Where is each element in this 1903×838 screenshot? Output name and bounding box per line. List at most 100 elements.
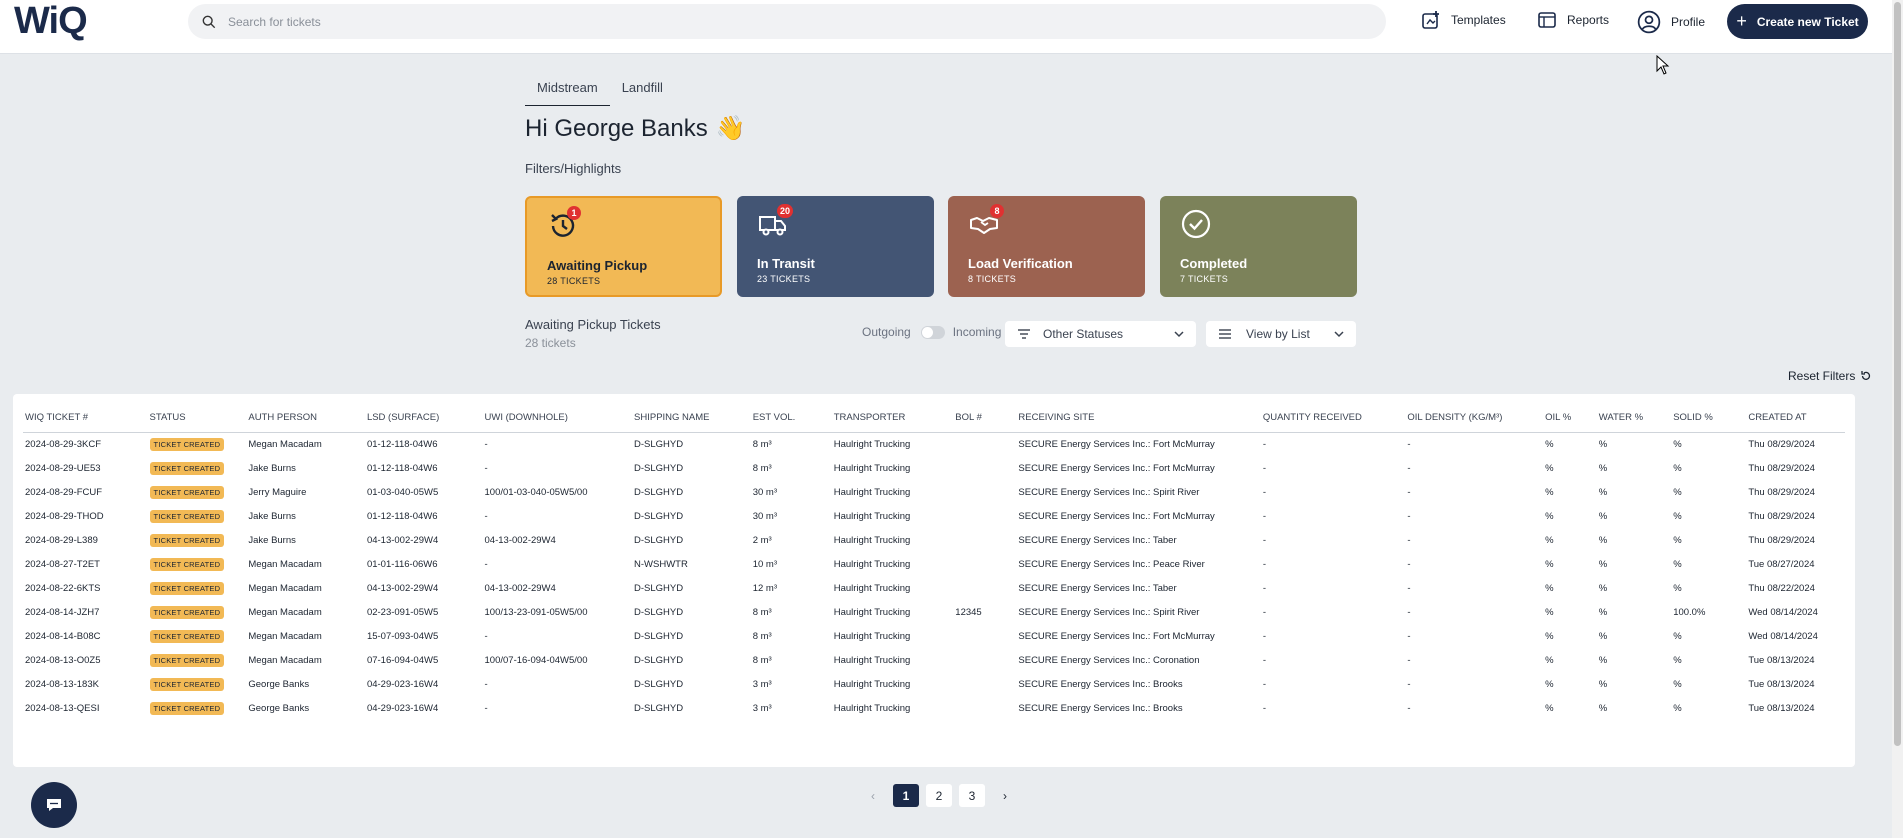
- table-cell: 15-07-093-04W5: [366, 630, 439, 642]
- status-dropdown[interactable]: Other Statuses: [1005, 321, 1196, 347]
- column-header[interactable]: SHIPPING NAME: [632, 404, 751, 433]
- column-header[interactable]: OIL %: [1543, 404, 1597, 433]
- card-completed[interactable]: Completed 7 TICKETS: [1160, 196, 1357, 297]
- table-cell: -: [1262, 486, 1266, 498]
- page-1-button[interactable]: 1: [893, 784, 919, 807]
- column-header[interactable]: QUANTITY RECEIVED: [1260, 404, 1406, 433]
- table-row[interactable]: 2024-08-14-B08C TICKET CREATED Megan Macad…: [23, 624, 1845, 648]
- table-cell: George Banks: [248, 678, 310, 690]
- direction-toggle[interactable]: [920, 325, 945, 339]
- templates-link[interactable]: Templates: [1421, 10, 1506, 30]
- page-scrollbar[interactable]: [1892, 0, 1903, 838]
- pagination: ‹ 1 2 3 ›: [860, 784, 1025, 807]
- table-cell: TICKET CREATED: [148, 552, 247, 576]
- column-header[interactable]: TRANSPORTER: [831, 404, 954, 433]
- column-header[interactable]: STATUS: [147, 404, 247, 433]
- table-cell: [953, 456, 1016, 480]
- reports-link[interactable]: Reports: [1537, 10, 1609, 30]
- table-cell: [953, 672, 1016, 696]
- table-cell: -: [484, 462, 488, 474]
- table-cell: Tue 08/13/2024: [1748, 678, 1815, 690]
- table-cell: Megan Macadam: [248, 630, 322, 642]
- next-page-button[interactable]: ›: [1003, 788, 1007, 803]
- tab-landfill[interactable]: Landfill: [621, 80, 663, 95]
- profile-label: Profile: [1671, 15, 1706, 29]
- column-header[interactable]: WATER %: [1596, 404, 1672, 433]
- table-cell: D-SLGHYD: [634, 582, 684, 594]
- table-cell: 07-16-094-04W5: [366, 654, 439, 666]
- table-cell: TICKET CREATED: [148, 504, 247, 528]
- page-3-button[interactable]: 3: [959, 784, 985, 807]
- table-cell: D-SLGHYD: [634, 702, 684, 714]
- table-row[interactable]: 2024-08-29-L389 TICKET CREATED Jake Burns 0…: [23, 528, 1845, 552]
- section-count: 28 tickets: [525, 336, 576, 350]
- table-row[interactable]: 2024-08-29-UE53 TICKET CREATED Jake Burns 0…: [23, 456, 1845, 480]
- table-cell: SECURE Energy Services Inc.: Fort McMurr…: [1018, 510, 1215, 522]
- table-cell: %: [1598, 462, 1608, 474]
- table-row[interactable]: 2024-08-27-T2ET TICKET CREATED Megan Macad…: [23, 552, 1845, 576]
- view-dropdown[interactable]: View by List: [1206, 321, 1356, 347]
- search-icon: [202, 15, 216, 28]
- card-awaiting-pickup[interactable]: 1 Awaiting Pickup 28 TICKETS: [525, 196, 722, 297]
- tab-midstream[interactable]: Midstream: [525, 78, 610, 106]
- table-cell: Megan Macadam: [248, 606, 322, 618]
- profile-link[interactable]: Profile: [1637, 10, 1705, 34]
- check-circle-icon: [1181, 209, 1211, 239]
- column-header[interactable]: LSD (SURFACE): [364, 404, 483, 433]
- table-cell: Megan Macadam: [248, 438, 322, 450]
- column-header[interactable]: SOLID %: [1671, 404, 1747, 433]
- column-header[interactable]: CREATED AT: [1746, 404, 1845, 433]
- search-bar[interactable]: [188, 4, 1386, 39]
- table-cell: Thu 08/22/2024: [1748, 582, 1815, 594]
- reset-filters-label: Reset Filters: [1788, 369, 1856, 383]
- card-in-transit[interactable]: 20 In Transit 23 TICKETS: [737, 196, 934, 297]
- create-ticket-button[interactable]: + Create new Ticket: [1727, 4, 1868, 39]
- column-header[interactable]: BOL #: [953, 404, 1017, 433]
- reset-filters-button[interactable]: Reset Filters: [1788, 369, 1872, 383]
- chat-button[interactable]: [31, 782, 77, 828]
- table-cell: 30 m³: [752, 486, 778, 498]
- column-header[interactable]: AUTH PERSON: [246, 404, 365, 433]
- table-cell: SECURE Energy Services Inc.: Spirit Rive…: [1018, 486, 1200, 498]
- table-row[interactable]: 2024-08-29-THOD TICKET CREATED Jake Burns 0…: [23, 504, 1845, 528]
- column-header[interactable]: WIQ TICKET #: [23, 404, 148, 433]
- status-badge: TICKET CREATED: [149, 509, 225, 523]
- table-row[interactable]: 2024-08-29-FCUF TICKET CREATED Jerry Magui…: [23, 480, 1845, 504]
- table-cell: 01-12-118-04W6: [366, 510, 438, 522]
- table-cell: Haulright Trucking: [833, 462, 911, 474]
- table-cell: -: [1407, 654, 1411, 666]
- table-row[interactable]: 2024-08-13-183K TICKET CREATED George Bank…: [23, 672, 1845, 696]
- table-body: 2024-08-29-3KCF TICKET CREATED Megan Macad…: [23, 432, 1845, 720]
- column-header[interactable]: EST VOL.: [750, 404, 832, 433]
- table-row[interactable]: 2024-08-13-O0Z5 TICKET CREATED Megan Macad…: [23, 648, 1845, 672]
- table-cell: SECURE Energy Services Inc.: Peace River: [1018, 558, 1205, 570]
- table-row[interactable]: 2024-08-29-3KCF TICKET CREATED Megan Macad…: [23, 432, 1845, 456]
- scrollbar-thumb[interactable]: [1894, 2, 1901, 746]
- table-cell: SECURE Energy Services Inc.: Fort McMurr…: [1018, 438, 1215, 450]
- table-row[interactable]: 2024-08-13-QESI TICKET CREATED George Bank…: [23, 696, 1845, 720]
- card-load-verification[interactable]: 8 Load Verification 8 TICKETS: [948, 196, 1145, 297]
- table-cell: %: [1598, 654, 1608, 666]
- table-cell: [953, 552, 1016, 576]
- column-header[interactable]: UWI (DOWNHOLE): [482, 404, 633, 433]
- table-cell: TICKET CREATED: [148, 576, 247, 600]
- table-cell: TICKET CREATED: [148, 648, 247, 672]
- prev-page-button[interactable]: ‹: [871, 788, 875, 803]
- status-badge: TICKET CREATED: [149, 533, 225, 547]
- column-header[interactable]: RECEIVING SITE: [1016, 404, 1261, 433]
- view-dropdown-value: View by List: [1246, 327, 1310, 341]
- table-cell: Tue 08/27/2024: [1748, 558, 1815, 570]
- table-cell: 12 m³: [752, 582, 778, 594]
- table-cell: -: [484, 438, 488, 450]
- table-cell: %: [1673, 582, 1682, 594]
- page-2-button[interactable]: 2: [926, 784, 952, 807]
- logo[interactable]: WiQ: [14, 0, 88, 42]
- table-row[interactable]: 2024-08-22-6KTS TICKET CREATED Megan Macad…: [23, 576, 1845, 600]
- table-row[interactable]: 2024-08-14-JZH7 TICKET CREATED Megan Macad…: [23, 600, 1845, 624]
- table-cell: -: [1262, 654, 1266, 666]
- table-cell: SECURE Energy Services Inc.: Brooks: [1018, 678, 1183, 690]
- top-bar: WiQ Templates Reports Profile + Create n…: [0, 0, 1892, 54]
- search-input[interactable]: [228, 14, 1328, 29]
- column-header[interactable]: OIL DENSITY (KG/M³): [1405, 404, 1544, 433]
- table-cell: -: [1407, 702, 1411, 714]
